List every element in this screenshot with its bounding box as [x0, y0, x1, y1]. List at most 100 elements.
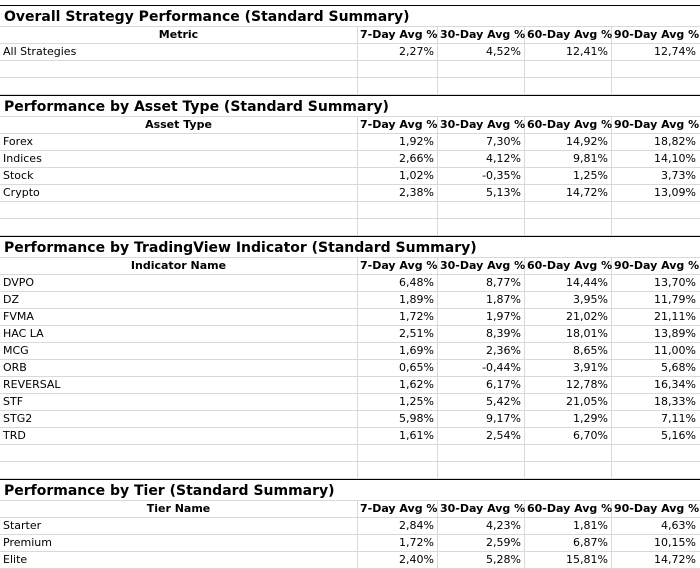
row-label-cell[interactable]: Elite	[3, 553, 28, 566]
row-label-cell[interactable]: REVERSAL	[3, 378, 61, 391]
value-cell[interactable]: 1,02%	[399, 169, 434, 182]
label-header-cell[interactable]: Indicator Name	[130, 259, 227, 272]
value-cell[interactable]: -0,35%	[482, 169, 521, 182]
row-label-cell[interactable]: Forex	[3, 135, 34, 148]
value-cell[interactable]: 5,98%	[399, 412, 434, 425]
column-header-cell[interactable]: 90-Day Avg %	[614, 502, 700, 515]
value-cell[interactable]: 0,65%	[399, 361, 434, 374]
value-cell[interactable]: 9,81%	[573, 152, 608, 165]
value-cell[interactable]: 13,89%	[654, 327, 696, 340]
row-label-cell[interactable]: MCG	[3, 344, 29, 357]
value-cell[interactable]: 5,13%	[486, 186, 521, 199]
column-header-cell[interactable]: 7-Day Avg %	[360, 502, 438, 515]
value-cell[interactable]: 2,66%	[399, 152, 434, 165]
value-cell[interactable]: 1,62%	[399, 378, 434, 391]
column-header-cell[interactable]: 30-Day Avg %	[440, 502, 526, 515]
row-label-cell[interactable]: STG2	[3, 412, 33, 425]
value-cell[interactable]: 12,74%	[654, 45, 696, 58]
value-cell[interactable]: 18,33%	[654, 395, 696, 408]
column-header-cell[interactable]: 7-Day Avg %	[360, 118, 438, 131]
row-label-cell[interactable]: STF	[3, 395, 24, 408]
row-label-cell[interactable]: Indices	[3, 152, 42, 165]
row-label-cell[interactable]: All Strategies	[3, 45, 77, 58]
column-header-cell[interactable]: 60-Day Avg %	[527, 28, 613, 41]
value-cell[interactable]: 5,42%	[486, 395, 521, 408]
row-label-cell[interactable]: HAC LA	[3, 327, 44, 340]
column-header-cell[interactable]: 60-Day Avg %	[527, 502, 613, 515]
value-cell[interactable]: 1,89%	[399, 293, 434, 306]
value-cell[interactable]: 16,34%	[654, 378, 696, 391]
value-cell[interactable]: 1,69%	[399, 344, 434, 357]
value-cell[interactable]: 7,11%	[661, 412, 696, 425]
value-cell[interactable]: 1,92%	[399, 135, 434, 148]
label-header-cell[interactable]: Asset Type	[145, 118, 212, 131]
column-header-cell[interactable]: 7-Day Avg %	[360, 259, 438, 272]
row-label-cell[interactable]: Starter	[3, 519, 42, 532]
column-header-cell[interactable]: 60-Day Avg %	[527, 259, 613, 272]
value-cell[interactable]: 2,54%	[486, 429, 521, 442]
value-cell[interactable]: 15,81%	[566, 553, 608, 566]
label-header-cell[interactable]: Metric	[158, 28, 199, 41]
value-cell[interactable]: 18,82%	[654, 135, 696, 148]
value-cell[interactable]: 4,63%	[661, 519, 696, 532]
value-cell[interactable]: 8,65%	[573, 344, 608, 357]
value-cell[interactable]: 4,23%	[486, 519, 521, 532]
column-header-cell[interactable]: 30-Day Avg %	[440, 259, 526, 272]
value-cell[interactable]: 1,29%	[573, 412, 608, 425]
value-cell[interactable]: 1,25%	[573, 169, 608, 182]
value-cell[interactable]: 13,09%	[654, 186, 696, 199]
value-cell[interactable]: 2,59%	[486, 536, 521, 549]
value-cell[interactable]: 3,91%	[573, 361, 608, 374]
value-cell[interactable]: 5,16%	[661, 429, 696, 442]
value-cell[interactable]: 13,70%	[654, 276, 696, 289]
row-label-cell[interactable]: DVPO	[3, 276, 35, 289]
value-cell[interactable]: 6,70%	[573, 429, 608, 442]
value-cell[interactable]: -0,44%	[482, 361, 521, 374]
row-label-cell[interactable]: TRD	[3, 429, 26, 442]
column-header-cell[interactable]: 90-Day Avg %	[614, 28, 700, 41]
column-header-cell[interactable]: 90-Day Avg %	[614, 259, 700, 272]
value-cell[interactable]: 5,28%	[486, 553, 521, 566]
value-cell[interactable]: 1,81%	[573, 519, 608, 532]
value-cell[interactable]: 3,95%	[573, 293, 608, 306]
value-cell[interactable]: 14,44%	[566, 276, 608, 289]
row-label-cell[interactable]: Premium	[3, 536, 52, 549]
row-label-cell[interactable]: Stock	[3, 169, 34, 182]
value-cell[interactable]: 1,97%	[486, 310, 521, 323]
value-cell[interactable]: 12,41%	[566, 45, 608, 58]
value-cell[interactable]: 6,48%	[399, 276, 434, 289]
value-cell[interactable]: 4,52%	[486, 45, 521, 58]
row-label-cell[interactable]: DZ	[3, 293, 20, 306]
value-cell[interactable]: 9,17%	[486, 412, 521, 425]
value-cell[interactable]: 6,17%	[486, 378, 521, 391]
value-cell[interactable]: 8,39%	[486, 327, 521, 340]
value-cell[interactable]: 2,84%	[399, 519, 434, 532]
row-label-cell[interactable]: FVMA	[3, 310, 34, 323]
value-cell[interactable]: 1,61%	[399, 429, 434, 442]
value-cell[interactable]: 8,77%	[486, 276, 521, 289]
column-header-cell[interactable]: 30-Day Avg %	[440, 118, 526, 131]
value-cell[interactable]: 2,27%	[399, 45, 434, 58]
value-cell[interactable]: 11,00%	[654, 344, 696, 357]
value-cell[interactable]: 2,40%	[399, 553, 434, 566]
value-cell[interactable]: 18,01%	[566, 327, 608, 340]
value-cell[interactable]: 1,25%	[399, 395, 434, 408]
row-label-cell[interactable]: ORB	[3, 361, 27, 374]
value-cell[interactable]: 6,87%	[573, 536, 608, 549]
column-header-cell[interactable]: 7-Day Avg %	[360, 28, 438, 41]
value-cell[interactable]: 1,72%	[399, 536, 434, 549]
value-cell[interactable]: 21,11%	[654, 310, 696, 323]
label-header-cell[interactable]: Tier Name	[146, 502, 211, 515]
column-header-cell[interactable]: 30-Day Avg %	[440, 28, 526, 41]
value-cell[interactable]: 2,38%	[399, 186, 434, 199]
value-cell[interactable]: 4,12%	[486, 152, 521, 165]
value-cell[interactable]: 2,51%	[399, 327, 434, 340]
value-cell[interactable]: 1,87%	[486, 293, 521, 306]
column-header-cell[interactable]: 90-Day Avg %	[614, 118, 700, 131]
value-cell[interactable]: 1,72%	[399, 310, 434, 323]
value-cell[interactable]: 3,73%	[661, 169, 696, 182]
column-header-cell[interactable]: 60-Day Avg %	[527, 118, 613, 131]
value-cell[interactable]: 14,10%	[654, 152, 696, 165]
value-cell[interactable]: 7,30%	[486, 135, 521, 148]
value-cell[interactable]: 14,92%	[566, 135, 608, 148]
